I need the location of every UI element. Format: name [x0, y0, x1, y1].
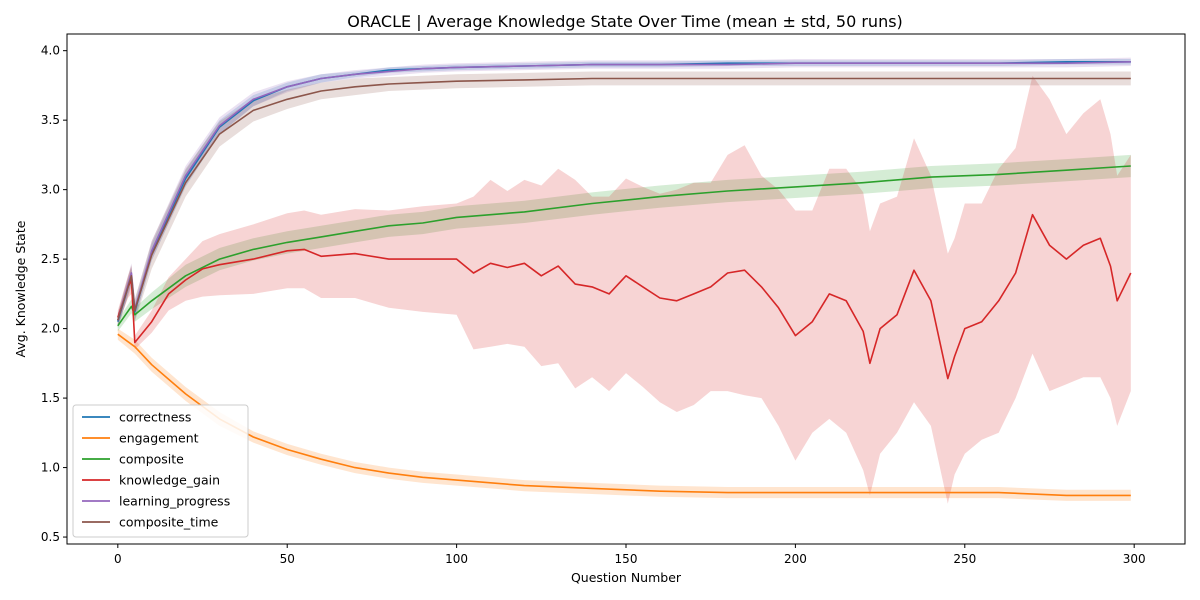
- y-tick-label: 1.5: [41, 391, 60, 405]
- legend: correctness engagement composite knowledge_…: [72, 404, 249, 538]
- mean-lines: [117, 60, 1132, 497]
- learning-progress-line: [117, 61, 1131, 321]
- knowledge-gain-line: [117, 213, 1132, 380]
- x-axis-ticks: 0 50 100 150 200 250 300: [114, 544, 1146, 566]
- legend-label-composite: composite: [119, 452, 184, 467]
- y-tick-label: 2.0: [41, 322, 60, 336]
- x-tick-label: 0: [114, 552, 122, 566]
- legend-label-knowledge-gain: knowledge_gain: [119, 473, 220, 488]
- std-bands: [117, 57, 1131, 504]
- y-tick-label: 4.0: [41, 44, 60, 58]
- composite-line: [117, 165, 1131, 327]
- knowledge-gain-std-band: [117, 75, 1131, 504]
- legend-label-correctness: correctness: [119, 410, 191, 425]
- x-tick-label: 300: [1123, 552, 1146, 566]
- y-tick-label: 3.0: [41, 183, 60, 197]
- legend-label-learning-progress: learning_progress: [119, 494, 230, 509]
- y-tick-label: 1.0: [41, 461, 60, 475]
- y-axis-label: Avg. Knowledge State: [13, 220, 28, 357]
- y-tick-label: 3.5: [41, 113, 60, 127]
- x-tick-label: 100: [445, 552, 468, 566]
- x-axis-label: Question Number: [571, 570, 682, 585]
- legend-label-composite-time: composite_time: [119, 515, 219, 530]
- x-tick-label: 200: [784, 552, 807, 566]
- y-tick-label: 2.5: [41, 252, 60, 266]
- y-axis-ticks: 0.5 1.0 1.5 2.0 2.5 3.0 3.5 4.0: [41, 44, 67, 544]
- chart-title: ORACLE | Average Knowledge State Over Ti…: [347, 12, 903, 31]
- y-tick-label: 0.5: [41, 530, 60, 544]
- legend-label-engagement: engagement: [119, 431, 199, 446]
- x-tick-label: 50: [280, 552, 295, 566]
- legend-box: [72, 404, 249, 538]
- x-tick-label: 150: [615, 552, 638, 566]
- x-tick-label: 250: [953, 552, 976, 566]
- composite-time-line: [117, 77, 1131, 321]
